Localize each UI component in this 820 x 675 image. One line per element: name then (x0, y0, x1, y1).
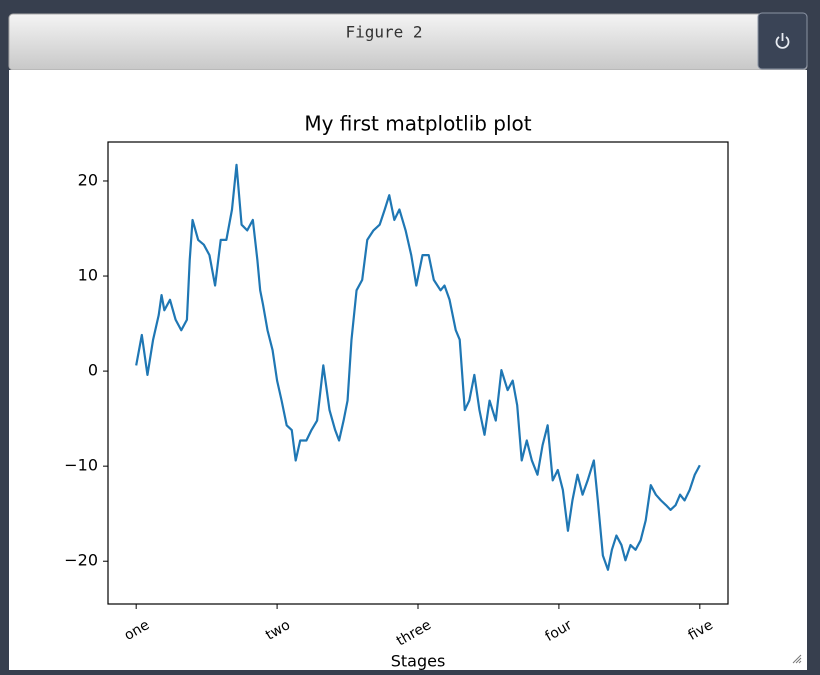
y-tick-label: 10 (78, 266, 98, 285)
x-axis-label: Stages (391, 652, 446, 671)
figure-canvas (9, 70, 807, 670)
y-tick-label: 20 (78, 170, 98, 189)
resize-grip (792, 654, 802, 664)
chart-title: My first matplotlib plot (304, 112, 531, 136)
power-icon (775, 33, 790, 49)
y-tick-label: −20 (64, 551, 98, 570)
y-tick-label: −10 (64, 456, 98, 475)
window-title: Figure 2 (345, 23, 422, 42)
y-tick-label: 0 (88, 361, 98, 380)
axes-frame (107, 141, 729, 605)
series-line (135, 163, 701, 571)
